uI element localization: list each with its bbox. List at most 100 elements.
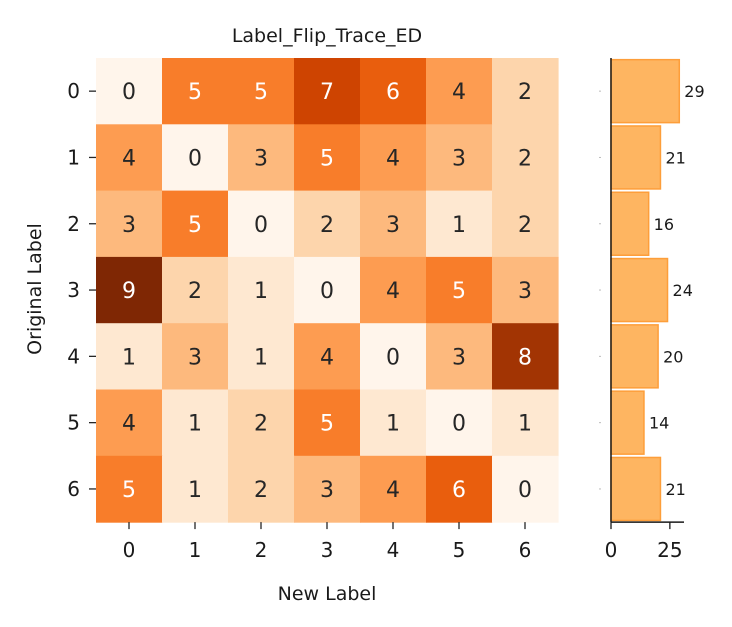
row-sum-bars: 29 21 16 24 20 14 21 0 25 <box>599 58 705 562</box>
x-tick-label: 0 <box>123 538 136 562</box>
cell-value-label: 1 <box>452 213 466 238</box>
bar-x-tick-label: 25 <box>657 538 682 562</box>
heatmap-cell <box>426 58 493 125</box>
heatmap-cell <box>294 323 361 391</box>
cell-value-label: 5 <box>452 279 466 304</box>
row-sum-bar <box>610 324 659 389</box>
heatmap: 0 5 5 7 6 4 2 4 0 3 5 4 3 2 3 5 0 2 3 1 2 9 2 1 0 4 5 3 1 3 1 4 0 3 8 4 1 2 5 1… <box>96 58 559 523</box>
heatmap-cell <box>492 124 559 192</box>
cell-value-label: 3 <box>188 345 202 370</box>
heatmap-cell <box>228 256 295 324</box>
heatmap-cell <box>360 124 427 192</box>
cell-value-label: 3 <box>320 478 334 503</box>
row-sum-label: 29 <box>684 82 704 101</box>
heatmap-cell <box>294 256 361 324</box>
cell-value-label: 4 <box>386 478 400 503</box>
cell-value-label: 4 <box>320 345 334 370</box>
heatmap-cell <box>294 455 361 523</box>
row-sum-bar <box>610 191 650 256</box>
heatmap-cell <box>492 190 559 258</box>
heatmap-cell <box>426 256 493 324</box>
heatmap-cell <box>426 323 493 391</box>
heatmap-cell <box>228 323 295 391</box>
cell-value-label: 1 <box>122 345 136 370</box>
heatmap-cell <box>96 190 163 258</box>
heatmap-cell <box>426 124 493 192</box>
y-axis-label: Original Label <box>24 223 46 355</box>
heatmap-cell <box>360 323 427 391</box>
cell-value-label: 2 <box>320 213 334 238</box>
heatmap-cell <box>426 389 493 457</box>
heatmap-cell <box>360 256 427 324</box>
x-tick-label: 3 <box>321 538 334 562</box>
cell-value-label: 0 <box>188 146 202 171</box>
cell-value-label: 1 <box>188 478 202 503</box>
heatmap-cell <box>228 389 295 457</box>
cell-value-label: 1 <box>254 345 268 370</box>
heatmap-cell <box>96 389 163 457</box>
cell-value-label: 5 <box>188 80 202 105</box>
cell-value-label: 1 <box>518 412 532 437</box>
heatmap-cell <box>96 323 163 391</box>
heatmap-cell <box>360 190 427 258</box>
x-tick-label: 6 <box>519 538 532 562</box>
cell-value-label: 0 <box>122 80 136 105</box>
cell-value-label: 2 <box>188 279 202 304</box>
row-sum-label: 14 <box>649 414 669 433</box>
cell-value-label: 4 <box>122 146 136 171</box>
row-sum-label: 16 <box>654 215 674 234</box>
y-tick-label: 6 <box>67 477 80 501</box>
heatmap-cell <box>162 190 229 258</box>
row-sum-label: 24 <box>673 281 693 300</box>
cell-value-label: 5 <box>188 213 202 238</box>
x-tick-label: 1 <box>189 538 202 562</box>
cell-value-label: 6 <box>386 80 400 105</box>
heatmap-cell <box>492 323 559 391</box>
heatmap-cell <box>294 190 361 258</box>
row-sum-bar <box>610 456 662 522</box>
heatmap-cell <box>426 190 493 258</box>
cell-value-label: 6 <box>452 478 466 503</box>
x-tick-label: 5 <box>453 538 466 562</box>
cell-value-label: 2 <box>254 412 268 437</box>
heatmap-cell <box>96 256 163 324</box>
cell-value-label: 2 <box>254 478 268 503</box>
row-sum-label: 21 <box>665 148 685 167</box>
chart-title: Label_Flip_Trace_ED <box>232 25 422 47</box>
cell-value-label: 8 <box>518 345 532 370</box>
x-tick-label: 2 <box>255 538 268 562</box>
cell-value-label: 5 <box>320 412 334 437</box>
heatmap-cell <box>162 124 229 192</box>
y-tick-label: 5 <box>67 411 80 435</box>
y-tick-label: 3 <box>67 278 80 302</box>
x-tick-label: 4 <box>387 538 400 562</box>
heatmap-cell <box>492 58 559 125</box>
heatmap-cell <box>162 323 229 391</box>
y-tick-label: 4 <box>67 344 80 368</box>
cell-value-label: 3 <box>386 213 400 238</box>
cell-value-label: 0 <box>452 412 466 437</box>
cell-value-label: 2 <box>518 80 532 105</box>
heatmap-cell <box>96 455 163 523</box>
heatmap-cell <box>294 124 361 192</box>
heatmap-cell <box>492 389 559 457</box>
row-sum-label: 21 <box>665 480 685 499</box>
cell-value-label: 5 <box>122 478 136 503</box>
row-sum-bar <box>610 58 681 124</box>
cell-value-label: 4 <box>386 279 400 304</box>
heatmap-cell <box>162 455 229 523</box>
heatmap-cell <box>96 124 163 192</box>
cell-value-label: 3 <box>518 279 532 304</box>
heatmap-cell <box>360 389 427 457</box>
heatmap-cell <box>492 256 559 324</box>
cell-value-label: 2 <box>518 213 532 238</box>
row-sum-bar <box>610 390 645 455</box>
cell-value-label: 3 <box>254 146 268 171</box>
y-tick-label: 1 <box>67 145 80 169</box>
cell-value-label: 3 <box>452 345 466 370</box>
row-sum-label: 20 <box>663 347 683 366</box>
cell-value-label: 0 <box>320 279 334 304</box>
heatmap-cell <box>162 58 229 125</box>
cell-value-label: 4 <box>122 412 136 437</box>
